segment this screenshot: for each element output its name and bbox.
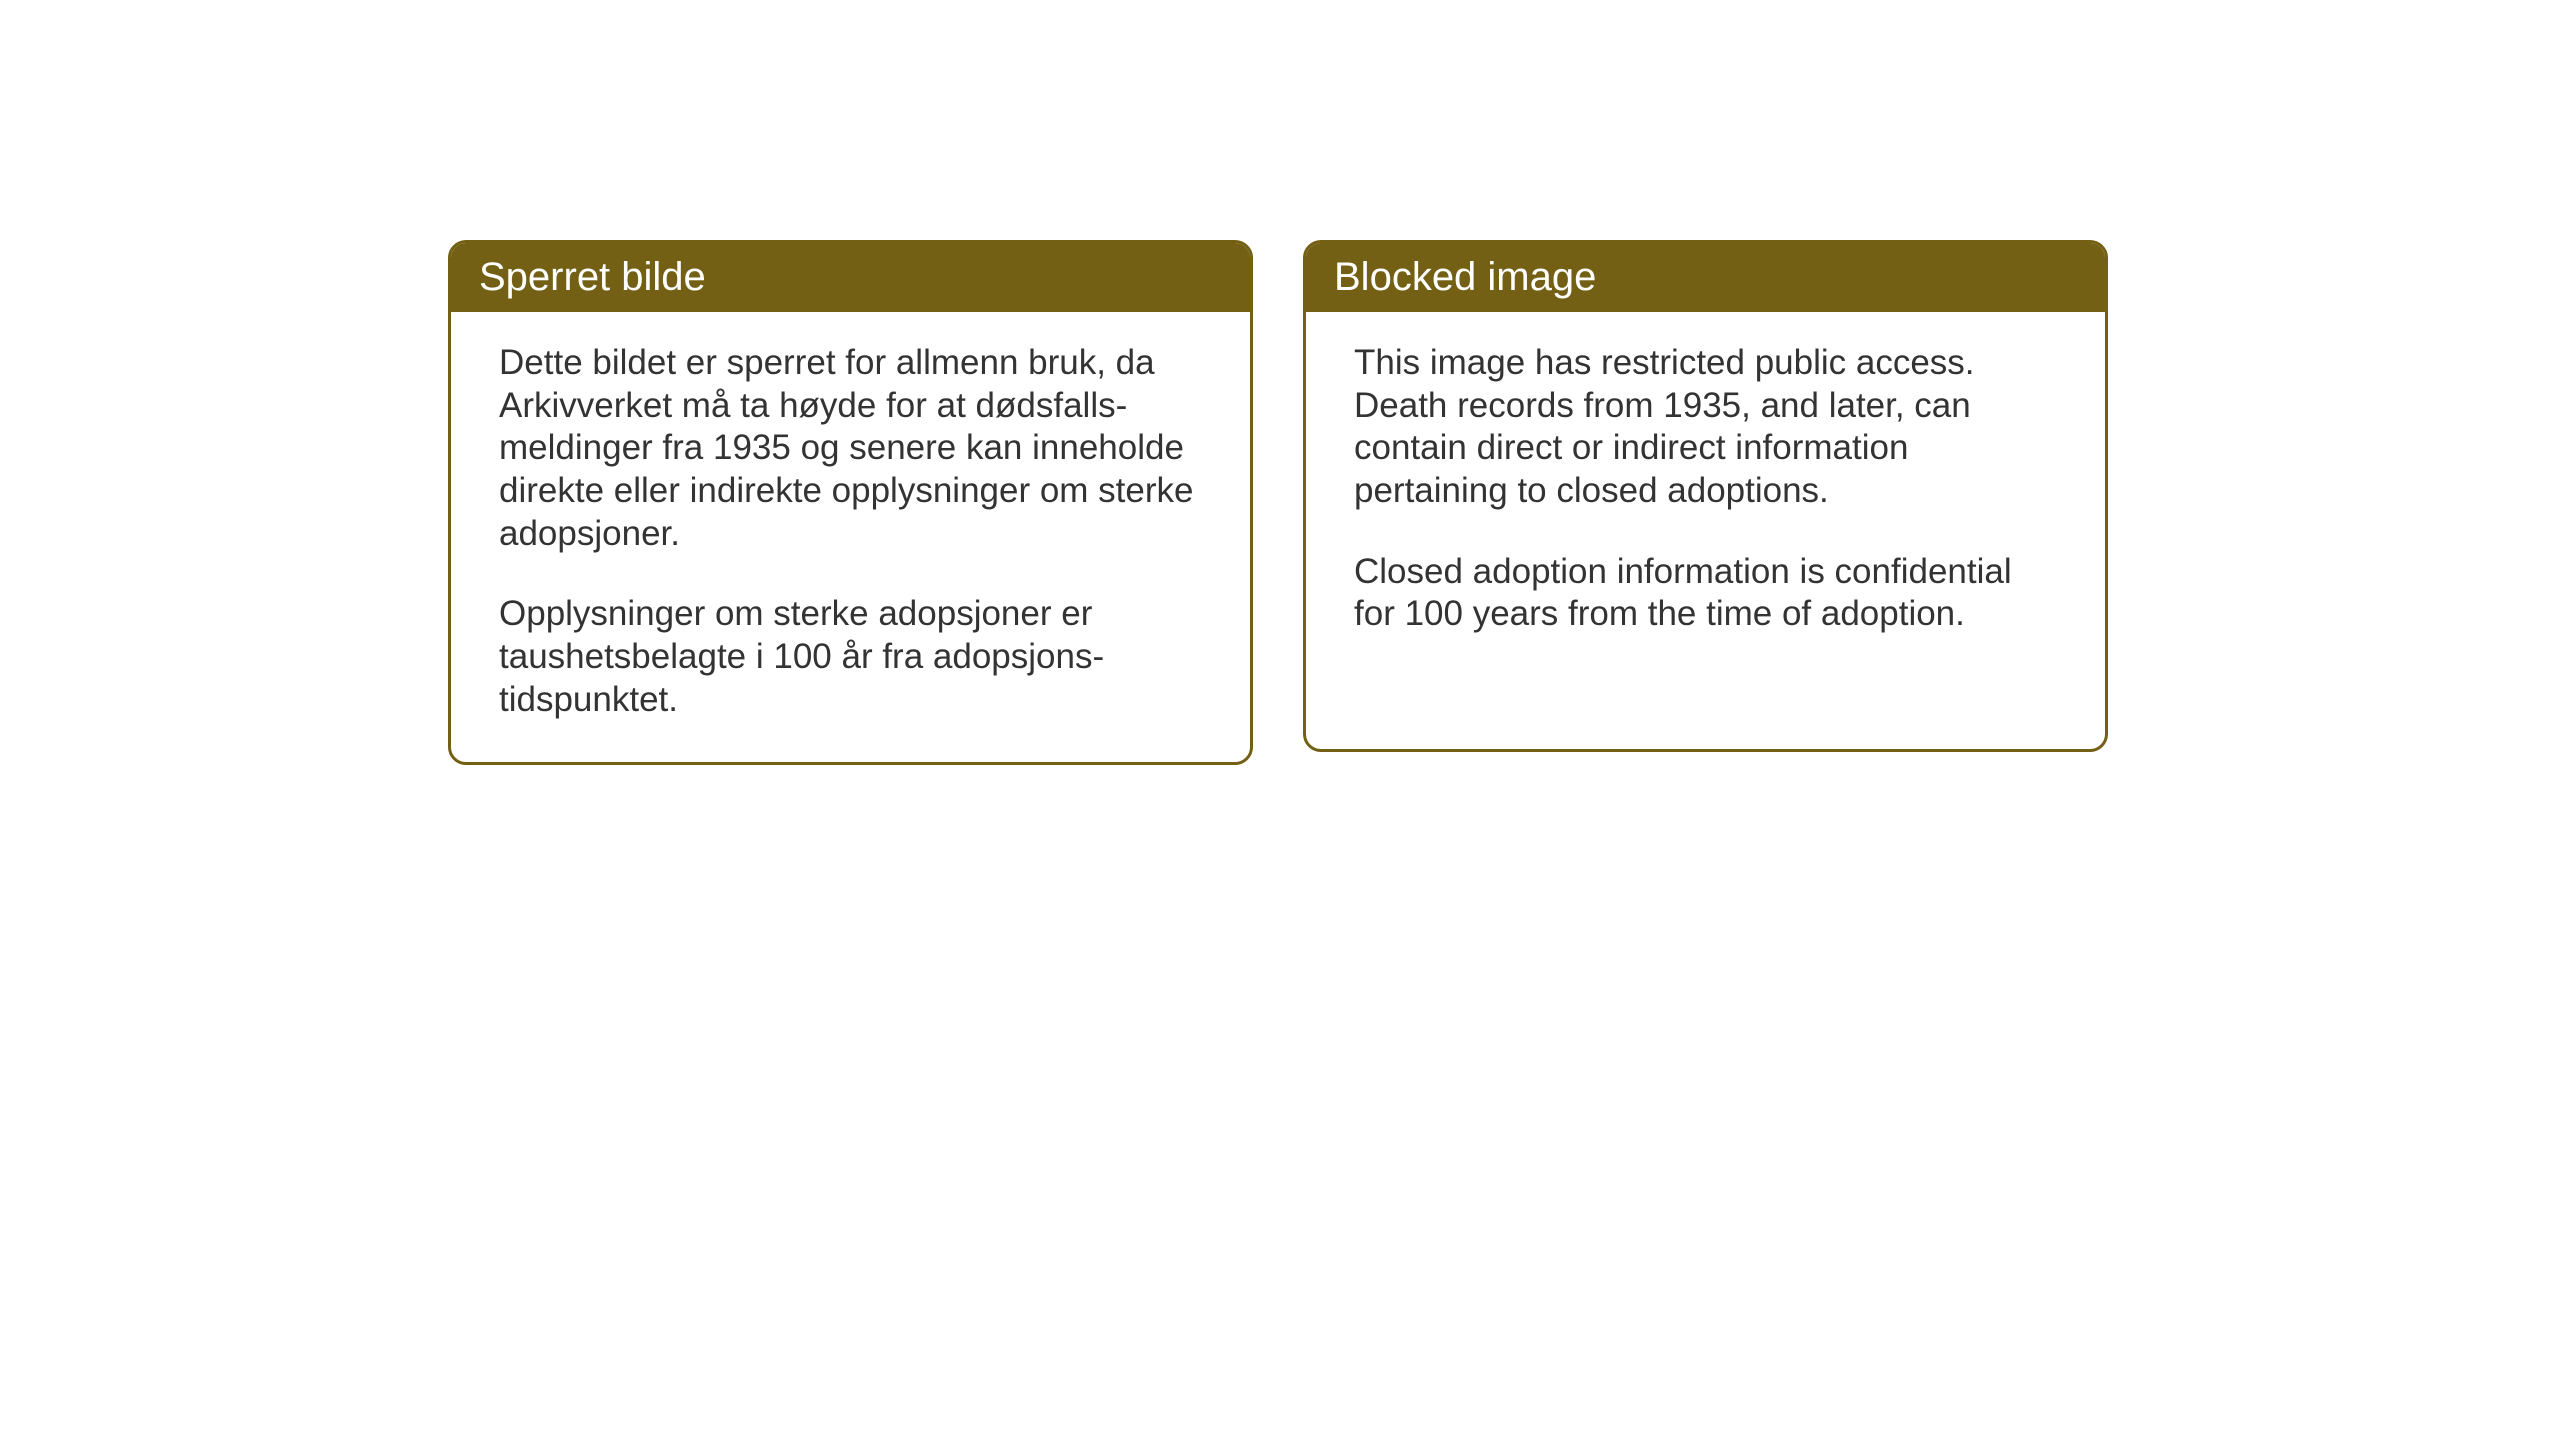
- english-paragraph-2: Closed adoption information is confident…: [1354, 551, 2057, 636]
- norwegian-card-body: Dette bildet er sperret for allmenn bruk…: [451, 312, 1250, 762]
- norwegian-paragraph-1: Dette bildet er sperret for allmenn bruk…: [499, 342, 1202, 555]
- english-card-title: Blocked image: [1306, 243, 2105, 312]
- norwegian-paragraph-2: Opplysninger om sterke adopsjoner er tau…: [499, 593, 1202, 721]
- english-card-body: This image has restricted public access.…: [1306, 312, 2105, 676]
- norwegian-card-title: Sperret bilde: [451, 243, 1250, 312]
- english-notice-card: Blocked image This image has restricted …: [1303, 240, 2108, 752]
- norwegian-notice-card: Sperret bilde Dette bildet er sperret fo…: [448, 240, 1253, 765]
- english-paragraph-1: This image has restricted public access.…: [1354, 342, 2057, 513]
- notice-cards-container: Sperret bilde Dette bildet er sperret fo…: [448, 240, 2108, 765]
